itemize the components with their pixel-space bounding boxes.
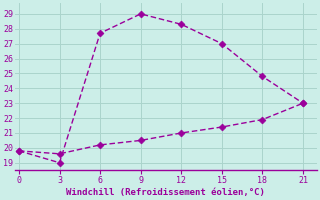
X-axis label: Windchill (Refroidissement éolien,°C): Windchill (Refroidissement éolien,°C): [66, 188, 265, 197]
